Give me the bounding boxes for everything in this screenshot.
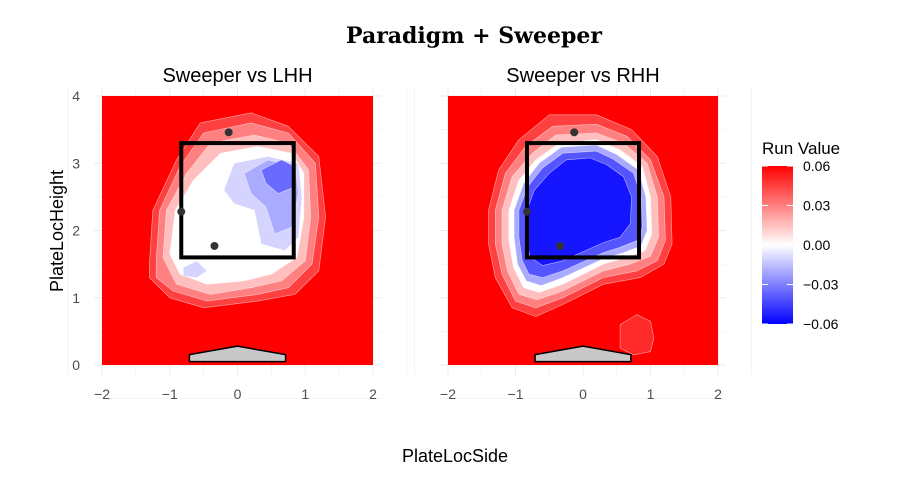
y-axis-label: PlateLocHeight (47, 170, 67, 292)
x-axis-label: PlateLocSide (402, 446, 508, 466)
panel-title-lhh: Sweeper vs LHH (162, 65, 312, 87)
pitch-point (177, 207, 186, 216)
y-tick-label: 3 (72, 155, 80, 171)
legend-tick-label: 0.00 (803, 237, 830, 253)
x-tick-label: 0 (579, 386, 587, 402)
panel-title-rhh: Sweeper vs RHH (506, 65, 659, 87)
pitch-point (556, 241, 565, 250)
strike-zone (179, 141, 296, 260)
x-tick-label: 1 (301, 386, 309, 402)
home-plate (188, 345, 287, 363)
legend-tick-label: −0.06 (803, 316, 839, 332)
contour-region (619, 314, 655, 356)
pitch-point (570, 128, 579, 137)
x-tick-label: 0 (234, 386, 242, 402)
chart-title: Paradigm + Sweeper (346, 23, 602, 49)
legend-tick-label: 0.03 (803, 198, 830, 214)
y-tick-label: 1 (72, 290, 80, 306)
x-tick-label: 1 (647, 386, 655, 402)
panel-rhh: Sweeper vs RHH −2 −1 0 1 2 (413, 65, 753, 402)
legend-tick-label: 0.06 (803, 158, 830, 174)
pitch-point (224, 128, 233, 137)
x-tick-label: −1 (162, 386, 178, 402)
pitch-point (210, 241, 219, 250)
y-tick-label: 0 (72, 357, 80, 373)
y-tick-label: 2 (72, 223, 80, 239)
legend: Run Value 0.06 0.03 0.00 −0.03 −0.06 (762, 139, 840, 332)
y-tick-label: 4 (72, 88, 80, 104)
x-tick-label: −1 (508, 386, 524, 402)
home-plate (534, 345, 632, 363)
contour-region (183, 260, 208, 278)
x-tick-label: 2 (369, 386, 377, 402)
x-tick-label: −2 (94, 386, 110, 402)
strike-zone (524, 141, 642, 260)
x-tick-label: 2 (714, 386, 722, 402)
contour-region (525, 157, 632, 266)
legend-title: Run Value (762, 139, 840, 158)
x-tick-label: −2 (440, 386, 456, 402)
legend-tick-label: −0.03 (803, 277, 839, 293)
panel-lhh: Sweeper vs LHH −2 −1 0 1 2 0 1 2 3 4 (67, 65, 408, 402)
pitch-point (522, 207, 531, 216)
